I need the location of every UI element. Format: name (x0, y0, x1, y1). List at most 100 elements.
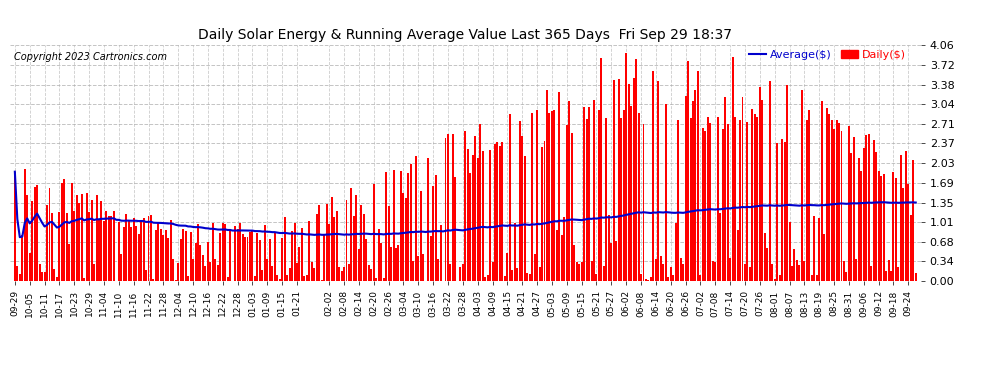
Bar (418, 256, 420, 281)
Bar (244, 237, 246, 281)
Bar (690, 118, 692, 281)
Bar (702, 128, 704, 281)
Bar (519, 121, 521, 281)
Bar (22, 235, 24, 281)
Bar (276, 275, 278, 281)
Bar (61, 183, 63, 281)
Bar (121, 254, 122, 281)
Bar (643, 124, 644, 281)
Bar (170, 220, 172, 281)
Bar (286, 275, 288, 281)
Bar (348, 264, 350, 281)
Bar (73, 211, 75, 281)
Bar (44, 272, 46, 281)
Bar (715, 262, 717, 281)
Bar (355, 195, 357, 281)
Bar (685, 96, 687, 281)
Bar (131, 227, 132, 281)
Bar (333, 217, 336, 281)
Bar (135, 226, 137, 281)
Bar (858, 158, 860, 281)
Bar (720, 213, 722, 281)
Bar (697, 70, 699, 281)
Bar (576, 262, 578, 281)
Bar (910, 215, 912, 281)
Bar (447, 134, 449, 281)
Bar (237, 230, 239, 281)
Bar (761, 100, 763, 281)
Bar (739, 120, 741, 281)
Bar (596, 273, 598, 281)
Bar (662, 264, 664, 281)
Bar (908, 184, 910, 281)
Bar (385, 172, 387, 281)
Bar (474, 136, 476, 281)
Bar (344, 267, 346, 281)
Bar (650, 276, 652, 281)
Bar (865, 135, 867, 281)
Bar (784, 142, 786, 281)
Bar (58, 212, 60, 281)
Bar (524, 156, 526, 281)
Bar (14, 172, 16, 281)
Bar (811, 275, 813, 281)
Bar (402, 193, 405, 281)
Bar (791, 267, 793, 281)
Bar (489, 150, 491, 281)
Bar (214, 260, 216, 281)
Bar (360, 205, 362, 281)
Bar (461, 264, 463, 281)
Bar (501, 142, 504, 281)
Bar (210, 262, 211, 281)
Bar (49, 188, 50, 281)
Bar (534, 254, 536, 281)
Bar (482, 151, 484, 281)
Bar (905, 152, 907, 281)
Bar (289, 268, 291, 281)
Bar (841, 131, 842, 281)
Bar (271, 267, 273, 281)
Bar (494, 144, 496, 281)
Bar (253, 276, 255, 281)
Bar (801, 90, 803, 281)
Bar (363, 213, 365, 281)
Bar (568, 101, 570, 281)
Bar (484, 277, 486, 281)
Bar (680, 258, 682, 281)
Bar (341, 272, 343, 281)
Bar (422, 254, 425, 281)
Bar (873, 140, 875, 281)
Bar (395, 248, 397, 281)
Bar (655, 259, 657, 281)
Bar (464, 131, 466, 281)
Bar (336, 211, 338, 281)
Bar (764, 232, 766, 281)
Bar (51, 213, 53, 281)
Bar (553, 110, 555, 281)
Bar (167, 238, 169, 281)
Bar (24, 169, 26, 281)
Bar (388, 206, 390, 281)
Bar (101, 201, 103, 281)
Bar (537, 110, 539, 281)
Bar (415, 156, 417, 281)
Bar (398, 245, 400, 281)
Bar (667, 277, 669, 281)
Bar (717, 117, 719, 281)
Bar (291, 231, 293, 281)
Bar (850, 153, 852, 281)
Bar (296, 263, 298, 281)
Bar (477, 158, 479, 281)
Bar (378, 229, 380, 281)
Bar (467, 150, 469, 281)
Bar (370, 269, 372, 281)
Bar (81, 194, 83, 281)
Bar (804, 261, 806, 281)
Bar (618, 79, 620, 281)
Bar (428, 158, 430, 281)
Bar (329, 224, 331, 281)
Bar (551, 111, 553, 281)
Bar (895, 178, 897, 281)
Bar (118, 222, 120, 281)
Bar (454, 177, 456, 281)
